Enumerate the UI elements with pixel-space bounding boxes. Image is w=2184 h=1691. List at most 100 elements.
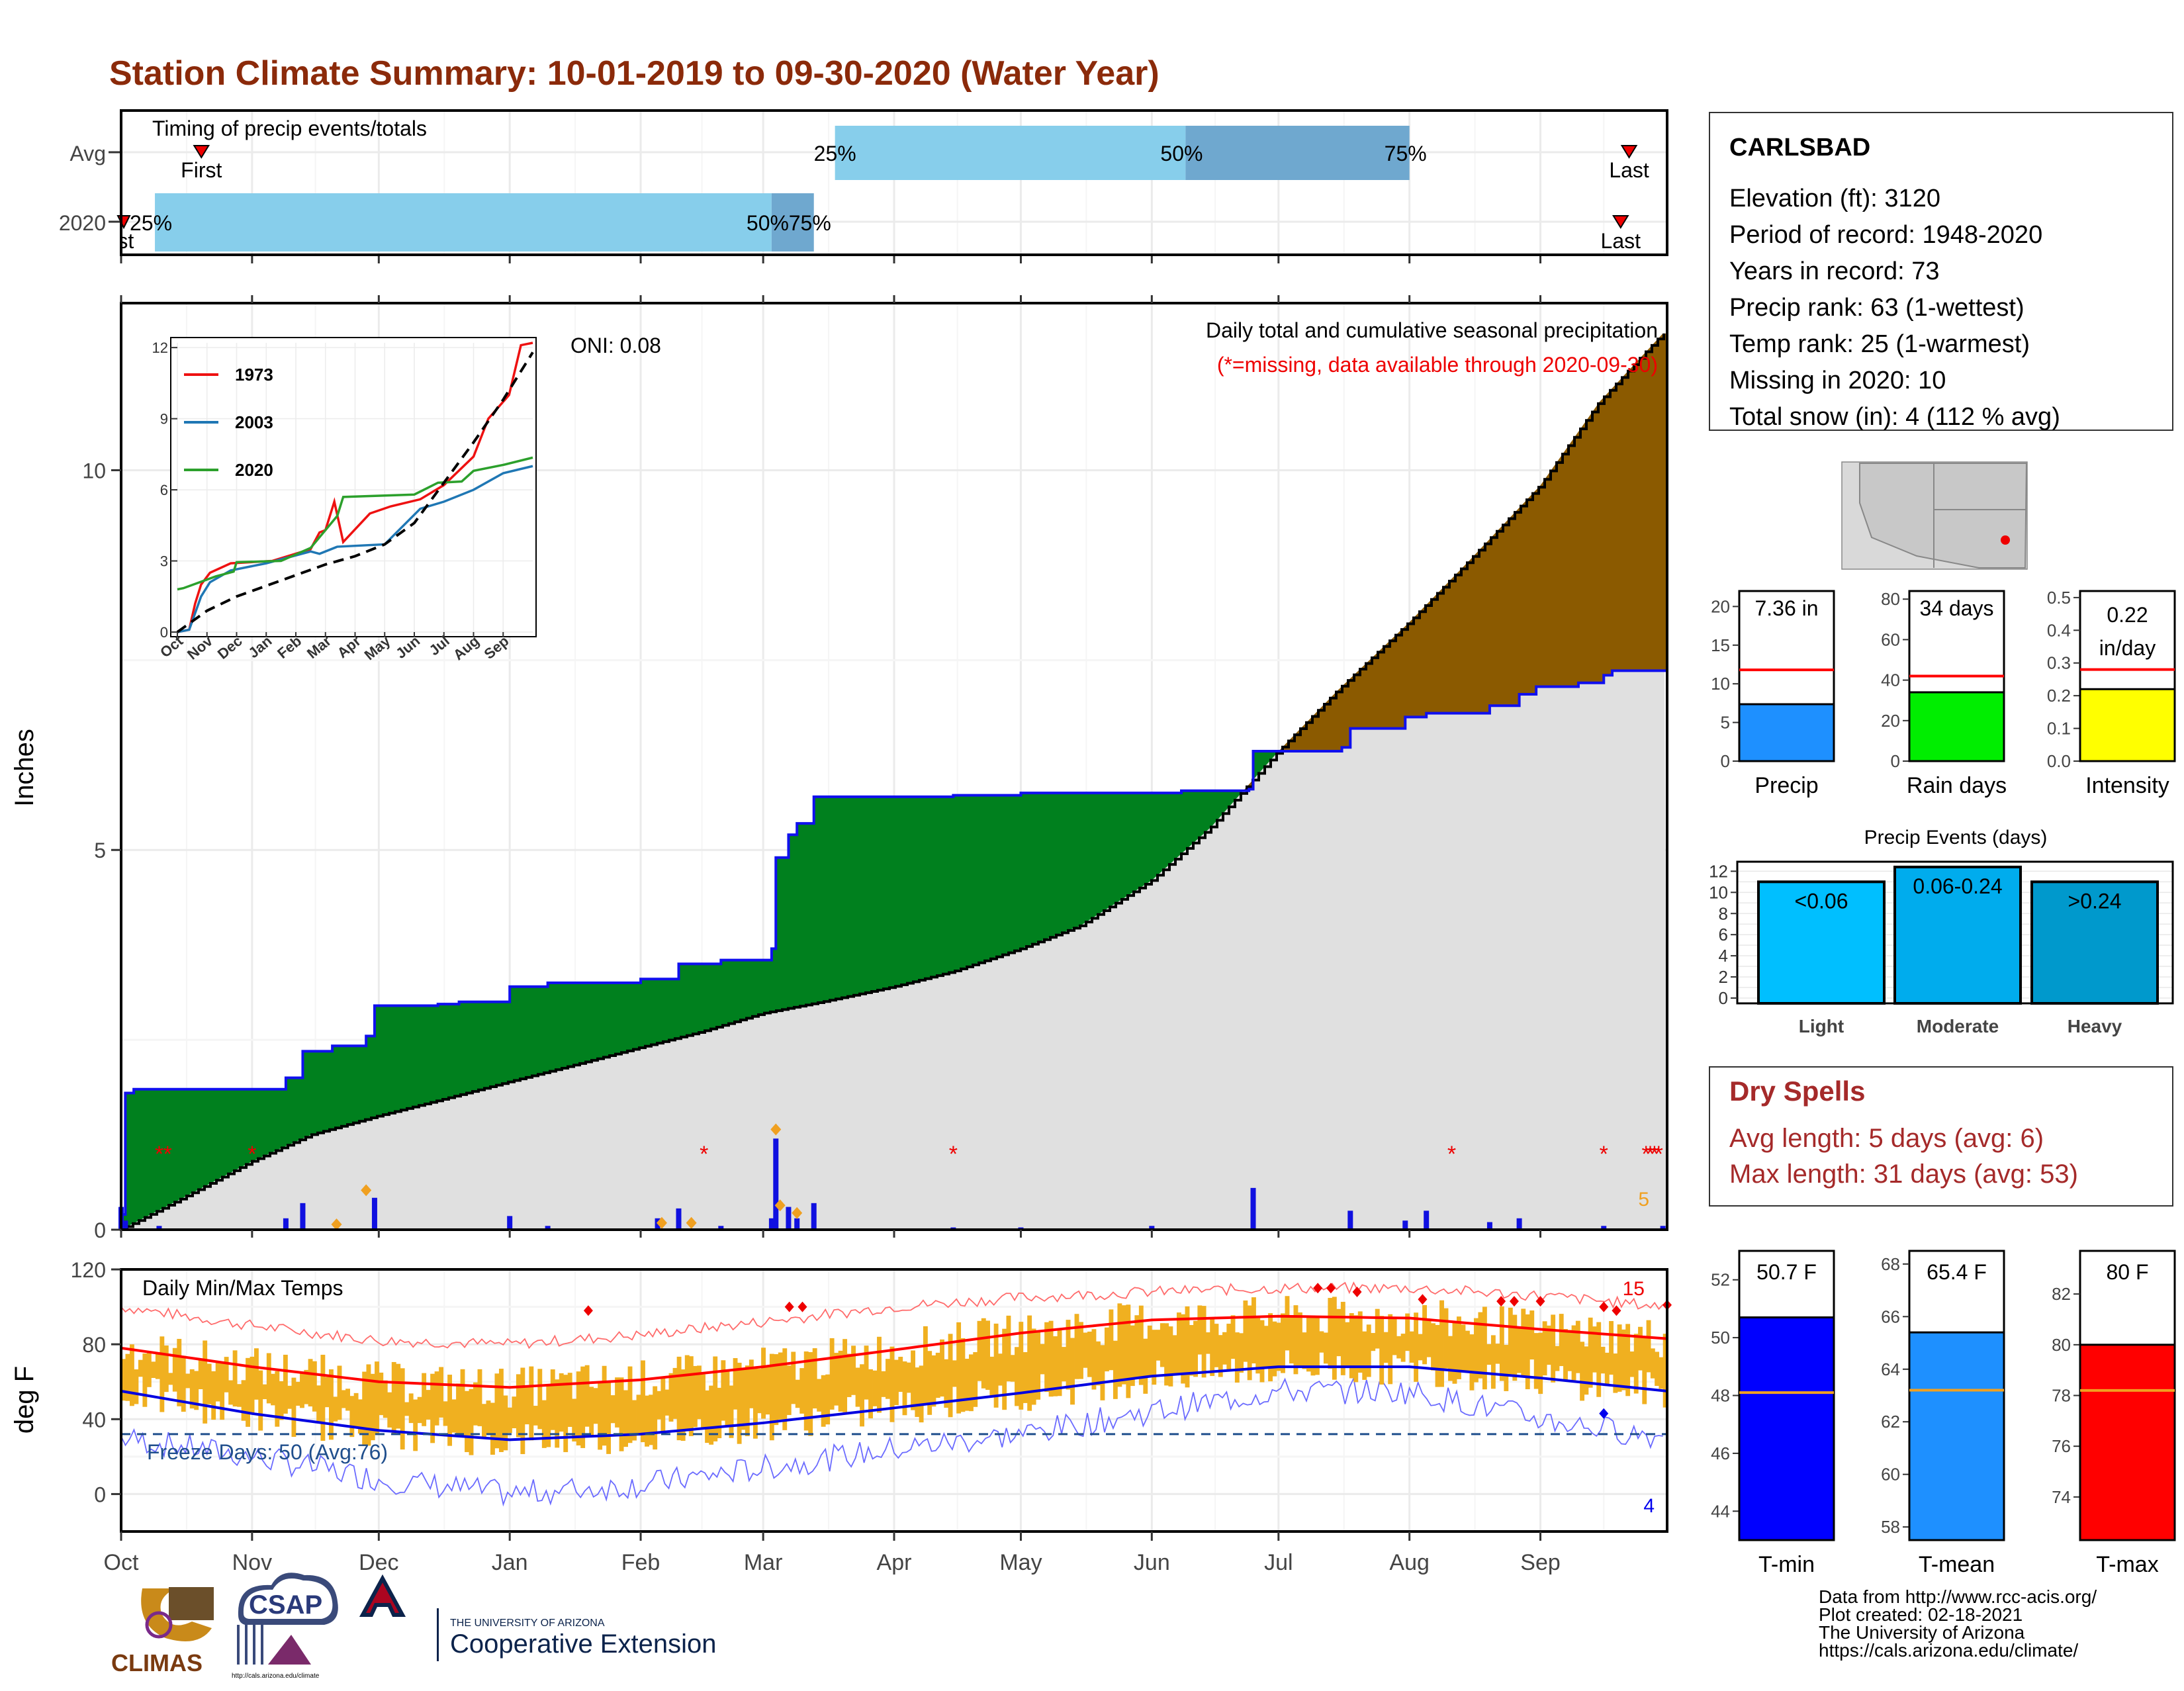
- tmax-normal-line: [120, 1314, 1668, 1389]
- daily-precip-bar: [718, 1226, 724, 1230]
- daily-temp-bar: [1426, 1320, 1432, 1357]
- daily-temp-bar: [345, 1389, 350, 1411]
- daily-temp-bar: [872, 1370, 878, 1406]
- daily-temp-bar: [1580, 1342, 1585, 1401]
- temp-bar-ytick-label: 80: [2052, 1335, 2071, 1355]
- summary-bar-label: Rain days: [1907, 773, 2007, 798]
- daily-temp-bar: [657, 1391, 662, 1420]
- daily-temp-bar: [672, 1367, 678, 1419]
- temp-ytick-label: 40: [82, 1408, 106, 1432]
- daily-temp-bar: [1422, 1304, 1428, 1365]
- timing-avg-first-label: First: [181, 158, 222, 182]
- daily-precip-bar: [811, 1203, 817, 1230]
- daily-temp-bar: [555, 1379, 560, 1448]
- daily-temp-bar: [353, 1393, 359, 1427]
- daily-temp-bar: [185, 1373, 191, 1389]
- inset-legend-label: 1973: [235, 365, 273, 385]
- snow-marker: [656, 1216, 667, 1229]
- daily-temp-bar: [688, 1356, 694, 1436]
- daily-temp-bar: [940, 1339, 944, 1397]
- record-high-marker: [784, 1301, 794, 1312]
- daily-temp-bar: [602, 1365, 607, 1446]
- daily-temp-bar: [404, 1402, 410, 1416]
- ua-divider: [437, 1608, 439, 1661]
- daily-temp-bar: [1542, 1321, 1547, 1376]
- csap-logo: CSAP http://cals.arizona.edu/climate: [232, 1573, 338, 1680]
- climas-swirl: [141, 1588, 212, 1641]
- daily-temp-bar: [1646, 1320, 1651, 1373]
- summary-bar-value: 34 days: [1919, 596, 1993, 620]
- daily-temp-bar: [1239, 1333, 1244, 1373]
- daily-temp-bar: [1332, 1297, 1337, 1380]
- daily-temp-bar: [737, 1363, 742, 1444]
- inset-ytick-label: 0: [160, 624, 168, 641]
- daily-temp-bar: [308, 1359, 313, 1407]
- station-info-line: Precip rank: 63 (1-wettest): [1729, 294, 2025, 322]
- daily-temp-bar: [224, 1357, 229, 1393]
- daily-temp-bar: [1400, 1334, 1406, 1362]
- daily-temp-bar: [1302, 1332, 1307, 1369]
- daily-temp-bar: [952, 1360, 957, 1387]
- daily-temp-bar: [287, 1385, 293, 1409]
- daily-temp-bar: [1482, 1306, 1487, 1390]
- timing-2020-last-label: Last: [1601, 229, 1641, 253]
- daily-temp-bar: [1168, 1326, 1173, 1387]
- temp-bar-ytick-label: 50: [1711, 1328, 1730, 1348]
- daily-temp-bar: [1452, 1322, 1457, 1384]
- temp-bar-ytick-label: 60: [1881, 1465, 1900, 1485]
- daily-temp-bar: [1328, 1298, 1333, 1369]
- events-title: Precip Events (days): [1864, 827, 2048, 848]
- summary-bar-ytick-label: 0.1: [2047, 719, 2071, 739]
- temp-ylabel: deg F: [10, 1366, 39, 1434]
- station-info-line: Total snow (in): 4 (112 % avg): [1729, 403, 2060, 431]
- inset-legend-label: 2020: [235, 460, 273, 480]
- daily-temp-bar: [1222, 1332, 1227, 1365]
- temp-summary-bars: 44 46 48 50 52 50.7 F T-min 58 60 62 64 66 68 65.4 F T…: [1711, 1250, 2176, 1577]
- daily-temp-bar: [1448, 1336, 1453, 1381]
- daily-temp-bar: [366, 1364, 371, 1446]
- daily-temp-bar: [1048, 1320, 1054, 1397]
- daily-temp-bar: [799, 1368, 805, 1414]
- daily-temp-bar: [803, 1351, 809, 1431]
- daily-temp-bar: [1465, 1330, 1470, 1373]
- daily-temp-bar: [1362, 1331, 1367, 1380]
- daily-temp-bar: [328, 1369, 334, 1440]
- daily-temp-bar: [1546, 1325, 1551, 1365]
- daily-temp-bar: [1499, 1306, 1504, 1381]
- daily-precip-bar: [371, 1197, 377, 1230]
- daily-temp-bar: [1383, 1332, 1388, 1363]
- climas-circle: [145, 1611, 173, 1639]
- daily-temp-bar: [1525, 1314, 1530, 1390]
- summary-bar-rain-days: [1908, 691, 2005, 762]
- csap-wordmark: CSAP: [249, 1590, 322, 1620]
- daily-temp-bar: [146, 1352, 152, 1387]
- daily-temp-bar: [220, 1361, 225, 1420]
- footer-line: https://cals.arizona.edu/climate/: [1819, 1640, 2078, 1661]
- missing-data-marker: *: [248, 1142, 256, 1167]
- record-low-line: [120, 1376, 1663, 1507]
- summary-bar-ytick-label: 15: [1711, 635, 1730, 655]
- daily-temp-bar: [1214, 1324, 1219, 1367]
- daily-temp-bar: [935, 1352, 940, 1398]
- daily-temp-bar: [396, 1363, 401, 1429]
- month-label: Dec: [359, 1550, 398, 1575]
- daily-temp-bar: [155, 1353, 160, 1379]
- snow-marker: [686, 1216, 697, 1229]
- daily-temp-bar: [451, 1399, 457, 1433]
- daily-temp-bar: [1285, 1296, 1290, 1351]
- daily-temp-bar: [1015, 1347, 1019, 1406]
- daily-temp-bar: [1533, 1333, 1539, 1389]
- record-high-marker: [797, 1301, 807, 1312]
- daily-precip-bar: [1149, 1226, 1155, 1230]
- precip-ytick-label: 10: [82, 459, 106, 482]
- daily-temp-bar: [627, 1366, 633, 1443]
- daily-temp-bar: [1197, 1305, 1203, 1355]
- daily-temp-bar: [1414, 1312, 1419, 1382]
- daily-temp-bar: [765, 1367, 770, 1415]
- daily-temp-bar: [973, 1351, 978, 1407]
- snow-marker: [792, 1207, 803, 1219]
- daily-temp-bar: [1057, 1330, 1062, 1396]
- temp-bar-ytick-label: 48: [1711, 1386, 1730, 1406]
- daily-temp-bar: [752, 1368, 758, 1439]
- record-high-marker: [1313, 1283, 1323, 1294]
